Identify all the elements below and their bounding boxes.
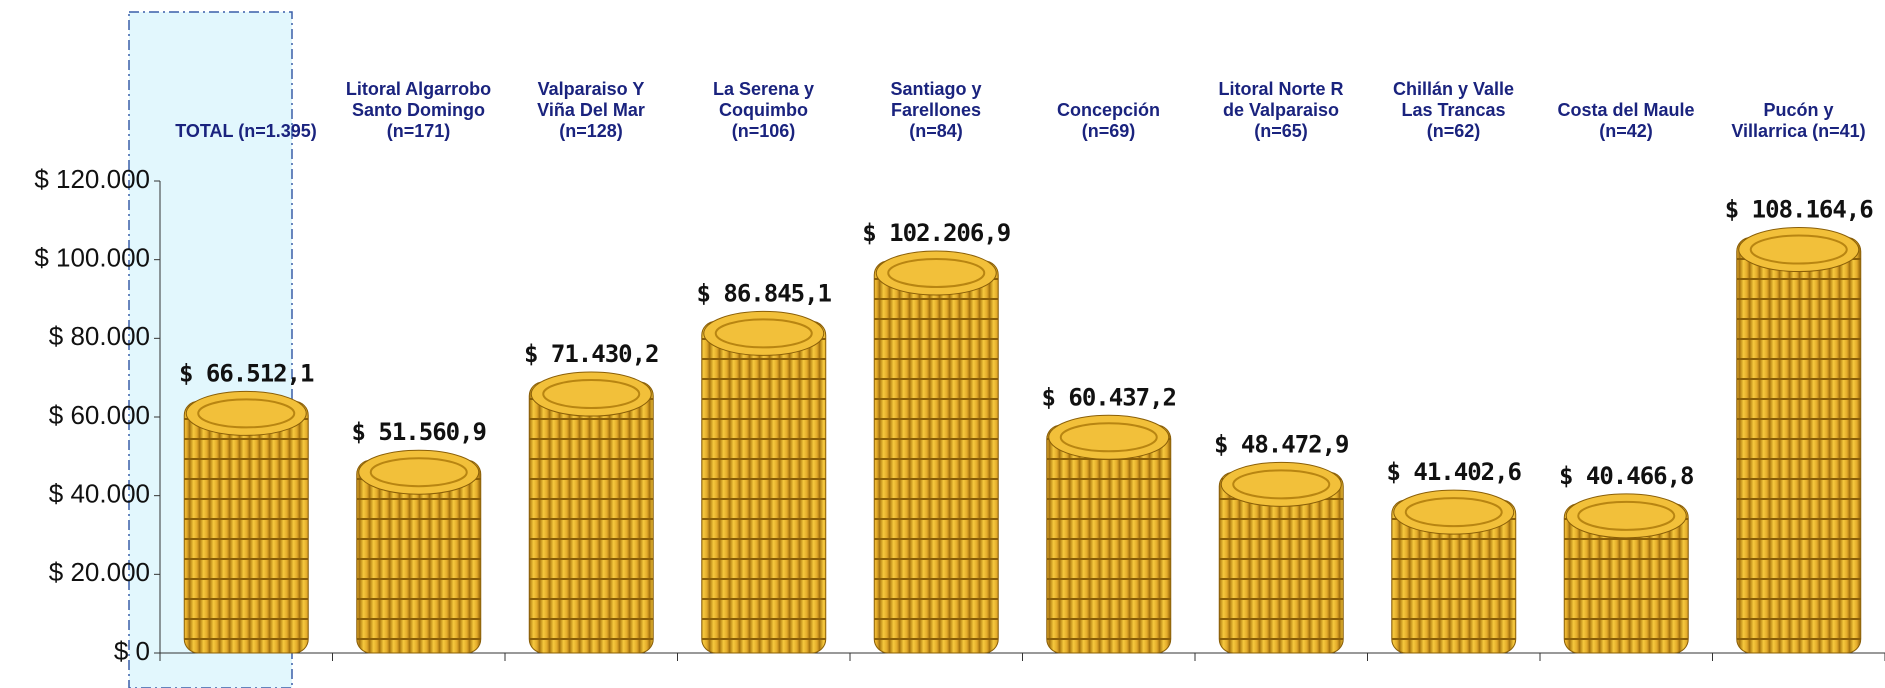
page: $ 0 $ 20.000 $ 40.000 $ 60.000 $ 80.000 $ 100… bbox=[0, 0, 1885, 688]
coin-top bbox=[1566, 494, 1686, 538]
category-label: La Serena y Coquimbo (n=106) bbox=[678, 79, 850, 142]
value-label: $ 86.845,1 bbox=[697, 279, 832, 307]
coin-top bbox=[1049, 415, 1169, 459]
category-label: Concepción (n=69) bbox=[1023, 100, 1195, 142]
bar bbox=[529, 382, 653, 653]
coin-top bbox=[531, 372, 651, 416]
bar bbox=[702, 321, 826, 653]
value-label: $ 51.560,9 bbox=[352, 418, 487, 446]
category-label: TOTAL (n=1.395) bbox=[160, 121, 332, 142]
y-tick-label: $ 40.000 bbox=[49, 479, 150, 509]
category-label: Litoral Algarrobo Santo Domingo (n=171) bbox=[333, 79, 505, 142]
value-label: $ 41.402,6 bbox=[1387, 458, 1522, 486]
y-tick-label: $ 20.000 bbox=[49, 557, 150, 587]
value-label: $ 48.472,9 bbox=[1214, 430, 1349, 458]
y-tick-label: $ 100.000 bbox=[34, 243, 150, 273]
bar bbox=[874, 261, 998, 653]
coin-top bbox=[1394, 490, 1514, 534]
category-label: Litoral Norte R de Valparaiso (n=65) bbox=[1195, 79, 1367, 142]
category-label: Pucón y Villarrica (n=41) bbox=[1713, 100, 1885, 142]
coin-top bbox=[1739, 228, 1859, 272]
value-label: $ 40.466,8 bbox=[1559, 462, 1694, 490]
coin-top bbox=[704, 311, 824, 355]
bar bbox=[184, 401, 308, 653]
category-label: Chillán y Valle Las Trancas (n=62) bbox=[1368, 79, 1540, 142]
coin-top bbox=[359, 450, 479, 494]
value-label: $ 102.206,9 bbox=[862, 219, 1010, 247]
value-label: $ 66.512,1 bbox=[179, 359, 314, 387]
y-tick-label: $ 80.000 bbox=[49, 321, 150, 351]
y-tick-label: $ 120.000 bbox=[34, 164, 150, 194]
value-label: $ 60.437,2 bbox=[1042, 383, 1177, 411]
value-label: $ 71.430,2 bbox=[524, 340, 659, 368]
coin-top bbox=[1221, 462, 1341, 506]
category-label: Santiago y Farellones (n=84) bbox=[850, 79, 1022, 142]
value-label: $ 108.164,6 bbox=[1725, 196, 1873, 224]
bar bbox=[1737, 238, 1861, 653]
y-tick-label: $ 0 bbox=[114, 636, 150, 666]
coin-top bbox=[186, 391, 306, 435]
y-tick-label: $ 60.000 bbox=[49, 400, 150, 430]
category-label: Costa del Maule (n=42) bbox=[1540, 100, 1712, 142]
coin-top bbox=[876, 251, 996, 295]
category-label: Valparaiso Y Viña Del Mar (n=128) bbox=[505, 79, 677, 142]
